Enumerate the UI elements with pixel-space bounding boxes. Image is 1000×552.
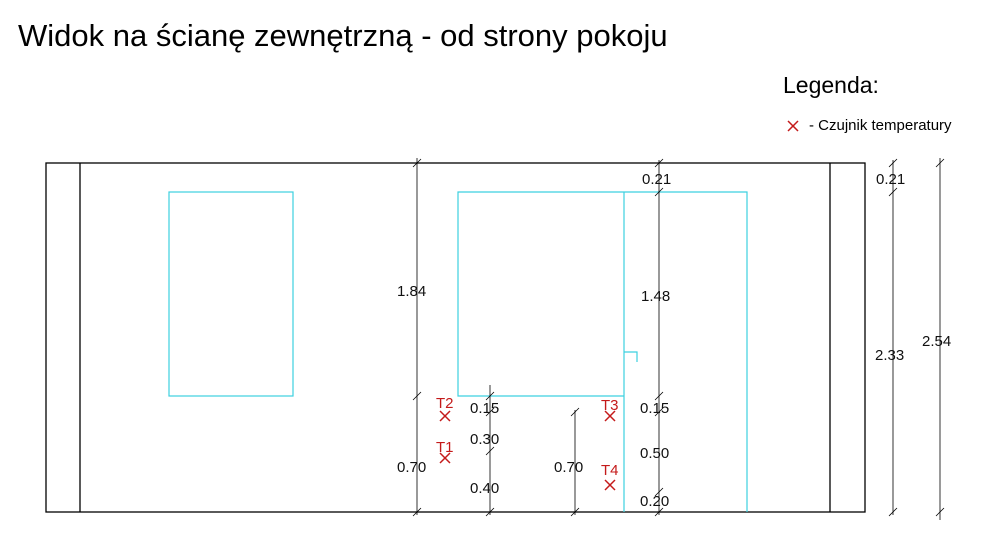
dimension-label: 0.50 — [640, 445, 669, 462]
dimension-tick — [654, 487, 664, 497]
dimension-tick — [412, 158, 422, 168]
dimension-tick — [888, 187, 898, 197]
dimension-tick — [654, 407, 664, 417]
legend-marker — [787, 120, 799, 132]
dimension-tick — [888, 158, 898, 168]
dimension-label: 0.20 — [640, 493, 669, 510]
dimension-label: 0.70 — [554, 459, 583, 476]
sensor-label: T4 — [601, 462, 619, 479]
dimension-label: 0.21 — [642, 171, 671, 188]
dimension-label: 0.21 — [876, 171, 905, 188]
dimension-label: 2.33 — [875, 347, 904, 364]
wall — [45, 162, 866, 513]
sensor-marker — [604, 479, 616, 491]
dimension-label: 0.15 — [640, 400, 669, 417]
sensor-cross — [604, 410, 616, 422]
sensor-label: T1 — [436, 439, 454, 456]
legend-title: Legenda: — [783, 72, 879, 98]
dimension-label: 1.84 — [397, 283, 426, 300]
dimension-tick — [485, 446, 495, 456]
sensor-marker — [604, 410, 616, 422]
sensor-cross — [439, 452, 451, 464]
dimension-tick — [654, 158, 664, 168]
dimension-tick — [654, 507, 664, 517]
sensor-label: T3 — [601, 397, 619, 414]
dimension-label: 0.70 — [397, 459, 426, 476]
dimension-label: 0.40 — [470, 480, 499, 497]
sensor-marker — [439, 452, 451, 464]
sensor-label: T2 — [436, 395, 454, 412]
sensor-cross — [439, 410, 451, 422]
dimension-label: 1.48 — [641, 288, 670, 305]
dimension-tick — [935, 507, 945, 517]
dimension-tick — [935, 158, 945, 168]
windows — [168, 191, 748, 512]
dimension-tick — [412, 391, 422, 401]
dimension-tick — [654, 391, 664, 401]
dimension-tick — [570, 507, 580, 517]
dimension-tick — [485, 507, 495, 517]
title: Widok na ścianę zewnętrzną - od strony p… — [18, 18, 668, 53]
dimension-tick — [654, 187, 664, 197]
dimension-tick — [570, 407, 580, 417]
dimension-tick — [888, 507, 898, 517]
dimension-tick — [412, 507, 422, 517]
dimension-label: 0.30 — [470, 431, 499, 448]
sensor-marker — [439, 410, 451, 422]
dimension-lines — [412, 158, 945, 520]
dimension-tick — [485, 407, 495, 417]
dimension-label: 2.54 — [922, 333, 951, 350]
sensor-cross — [604, 479, 616, 491]
dimension-tick — [485, 391, 495, 401]
legend-label: - Czujnik temperatury — [809, 117, 952, 134]
dimension-label: 0.15 — [470, 400, 499, 417]
